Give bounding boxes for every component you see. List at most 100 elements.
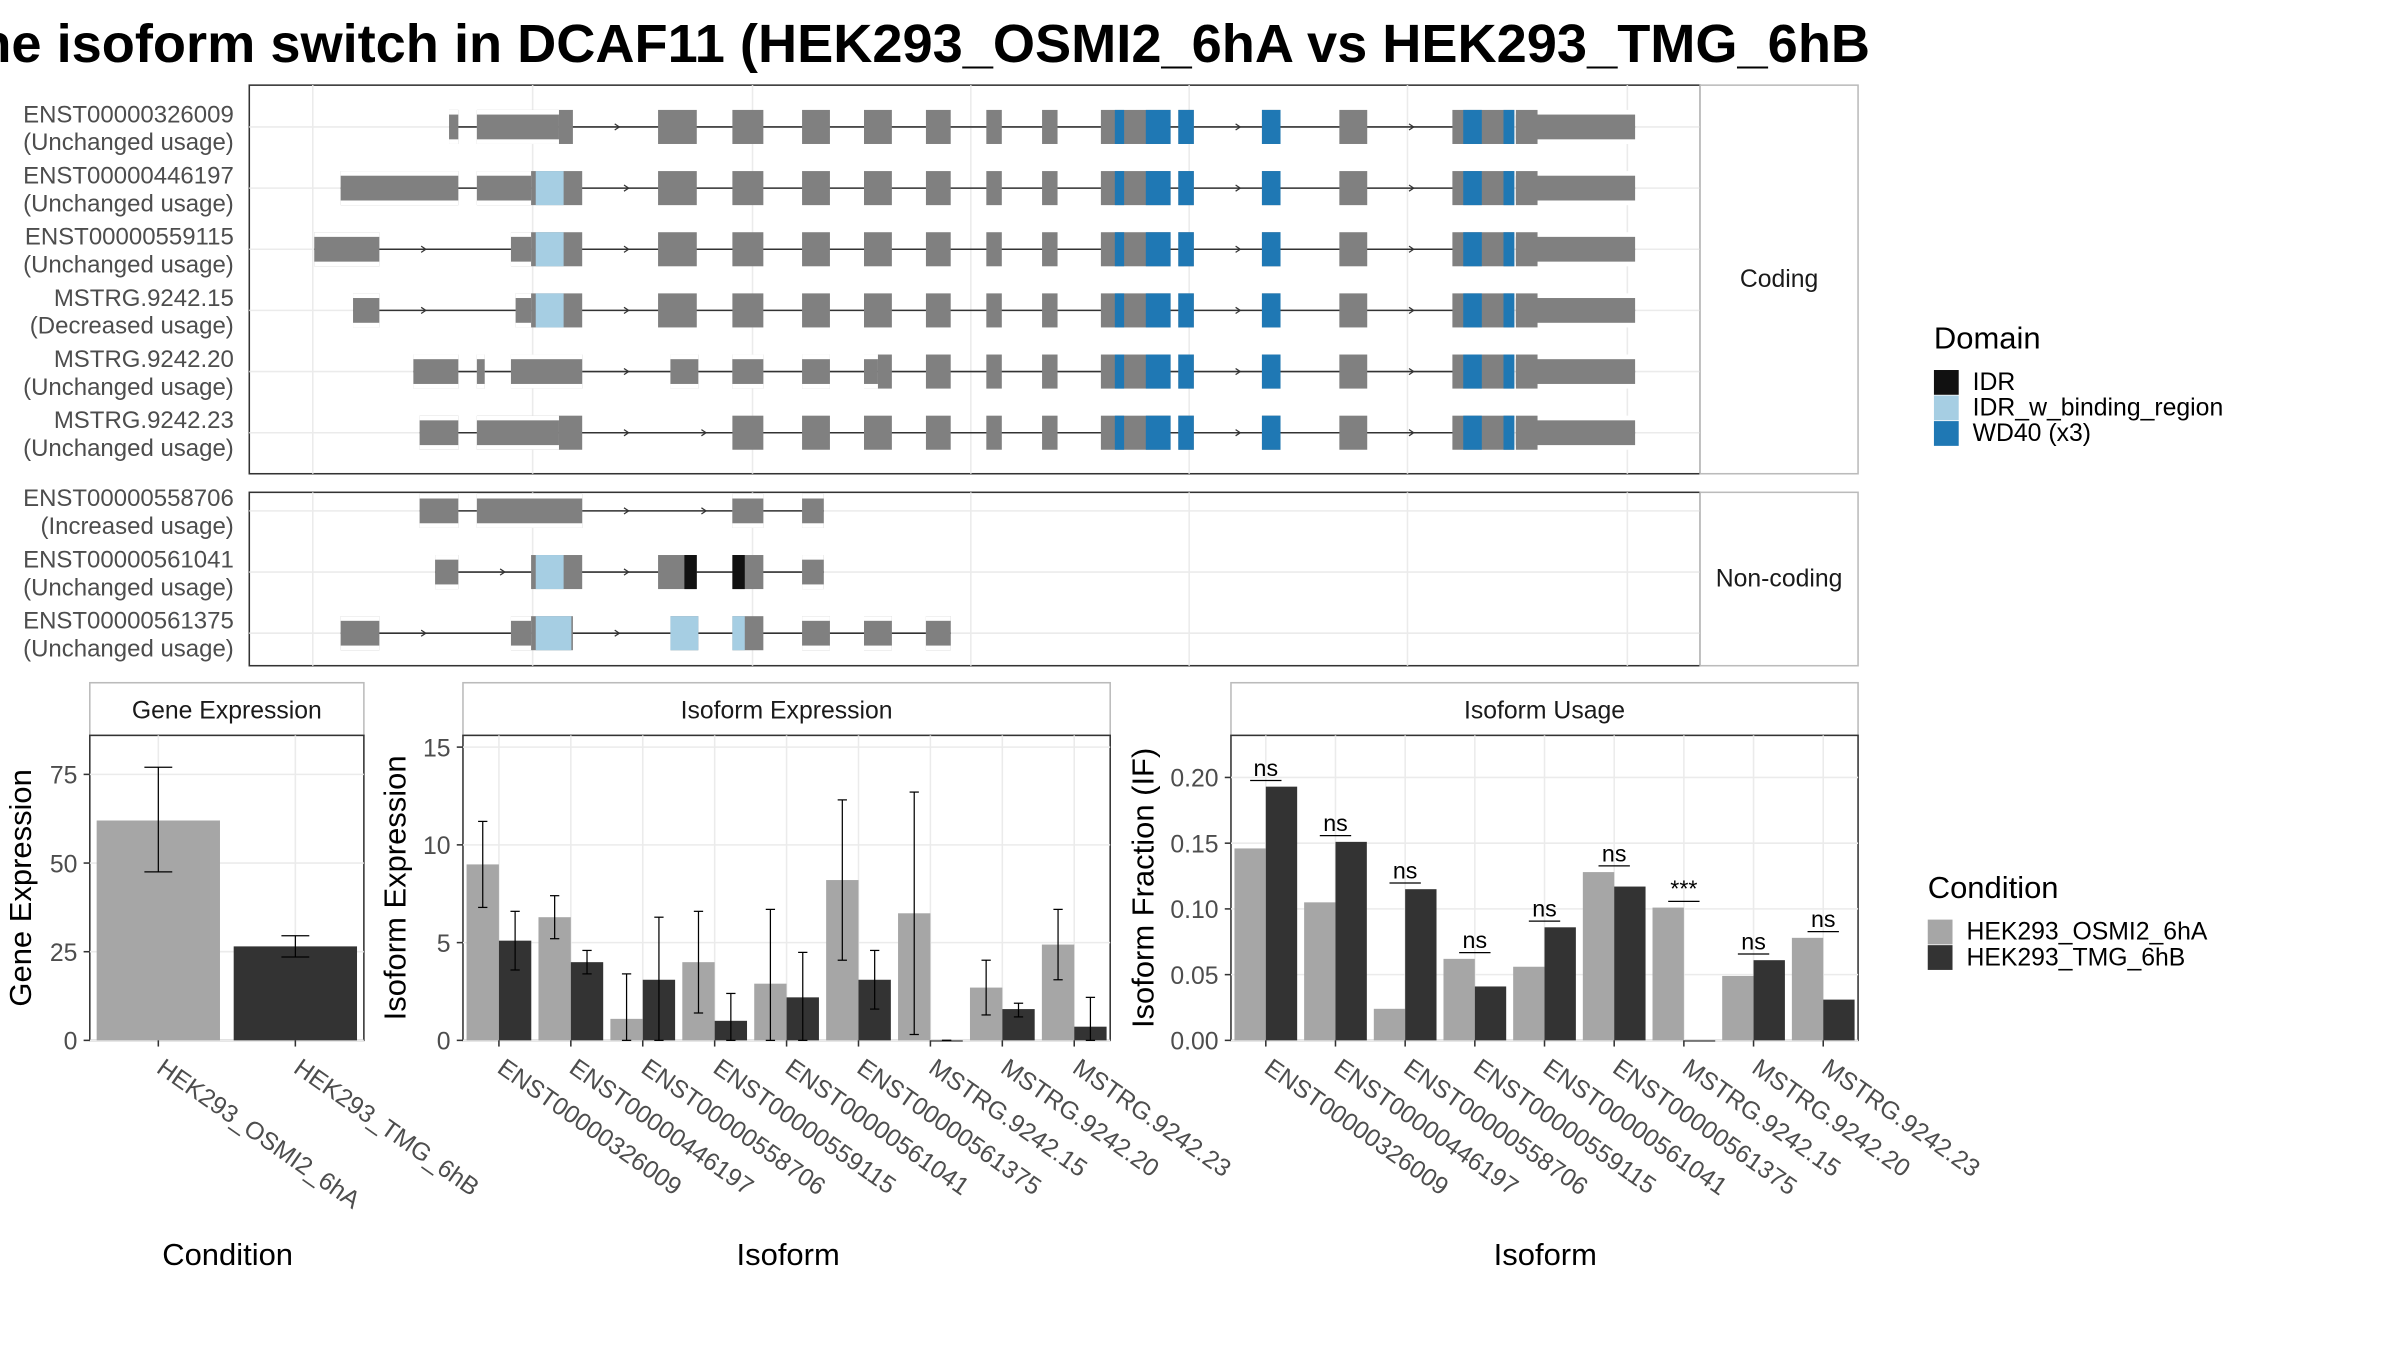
exon (1042, 415, 1058, 450)
y-axis-title: Isoform Expression (378, 755, 413, 1020)
strand-arrow (1235, 245, 1242, 253)
exon (732, 109, 764, 144)
strand-arrow (623, 568, 630, 576)
strand-arrow (623, 184, 630, 192)
utr-exon (802, 498, 824, 524)
y-tick-label: 10 (423, 833, 451, 860)
strand-arrow (1408, 367, 1415, 376)
domain-block (1463, 109, 1482, 144)
domain-block (535, 293, 564, 328)
bar (1405, 889, 1437, 1041)
bar (1753, 960, 1785, 1041)
bar (1683, 1040, 1716, 1042)
transcript-id: MSTRG.9242.23 (54, 407, 234, 434)
strand-arrow (623, 367, 630, 376)
cds-exon (1515, 354, 1538, 389)
transcript-usage: (Unchanged usage) (23, 374, 234, 401)
domain-block (1463, 415, 1482, 450)
exon (864, 171, 892, 206)
strand-arrow (1408, 245, 1415, 253)
strand-arrow (701, 507, 708, 515)
exon (864, 232, 892, 267)
bar (1614, 886, 1646, 1041)
transcript-id: ENST00000446197 (23, 162, 234, 189)
domain-block (1261, 293, 1281, 328)
bar (1304, 902, 1336, 1041)
exon (864, 109, 892, 144)
exon (1339, 293, 1368, 328)
panel-title: Gene Expression (132, 697, 322, 724)
strand-arrow (1235, 367, 1242, 376)
exon (1042, 232, 1058, 267)
utr-exon (314, 236, 380, 262)
utr-exon (802, 359, 830, 384)
significance-label: ns (1811, 906, 1836, 932)
domain-block (1145, 293, 1171, 328)
exon (986, 232, 1002, 267)
domain-block (1261, 232, 1281, 267)
y-axis-title: Isoform Fraction (IF) (1126, 748, 1161, 1028)
transcript-id: ENST00000558706 (23, 485, 234, 512)
domain-block (535, 232, 564, 267)
transcript-usage: (Unchanged usage) (23, 635, 234, 662)
structure-panel (248, 491, 1701, 667)
utr-exon (476, 420, 559, 446)
exon (732, 232, 764, 267)
y-tick-label: 15 (423, 735, 451, 762)
exon (732, 293, 764, 328)
utr-exon (476, 114, 559, 140)
domain-block (684, 555, 697, 590)
utr-exon (435, 559, 459, 585)
domain-block (1463, 293, 1482, 328)
domain-block (535, 616, 572, 651)
y-tick-label: 0.05 (1170, 963, 1218, 990)
cds-exon (1515, 109, 1538, 144)
utr-exon (510, 236, 532, 262)
bar (1652, 907, 1684, 1041)
exon (986, 293, 1002, 328)
domain-block (1178, 293, 1194, 328)
utr-exon (510, 359, 583, 384)
domain-block (1261, 171, 1281, 206)
domain-block (1178, 354, 1194, 389)
transcript-id: MSTRG.9242.20 (54, 346, 234, 373)
bar (1823, 999, 1855, 1041)
significance-label: *** (1670, 876, 1697, 902)
transcript-id: ENST00000559115 (25, 224, 234, 251)
bar (1335, 841, 1367, 1041)
transcript-id: ENST00000326009 (23, 101, 234, 128)
transcript-usage: (Unchanged usage) (23, 251, 234, 278)
exon (1339, 415, 1368, 450)
domain-block (535, 171, 564, 206)
transcript-id: ENST00000561375 (23, 608, 234, 635)
exon (864, 415, 892, 450)
domain-block (1503, 109, 1515, 144)
bar (1474, 986, 1507, 1041)
significance-label: ns (1602, 840, 1627, 866)
panel-strip (462, 681, 1111, 737)
utr-exon (476, 498, 583, 524)
transcript-usage: (Unchanged usage) (23, 190, 234, 217)
domain-block (1503, 415, 1515, 450)
exon (658, 232, 697, 267)
domain-block (1178, 415, 1194, 450)
exon (925, 109, 951, 144)
domain-block (732, 555, 745, 590)
domain-block (1503, 171, 1515, 206)
y-tick-label: 50 (50, 851, 78, 878)
exon (802, 415, 830, 450)
bar-charts: Gene Expression0255075HEK293_OSMI2_6hAHE… (3, 681, 1984, 1272)
utr-exon (864, 620, 892, 646)
transcript-id: ENST00000561041 (23, 546, 234, 573)
utr-exon (476, 175, 532, 201)
exon (1042, 171, 1058, 206)
significance-label: ns (1393, 857, 1418, 883)
utr-exon (449, 114, 459, 140)
strand-arrow (623, 306, 630, 315)
exon (925, 415, 951, 450)
utr-exon (419, 420, 459, 446)
y-tick-label: 0.10 (1170, 897, 1218, 924)
exon (802, 293, 830, 328)
